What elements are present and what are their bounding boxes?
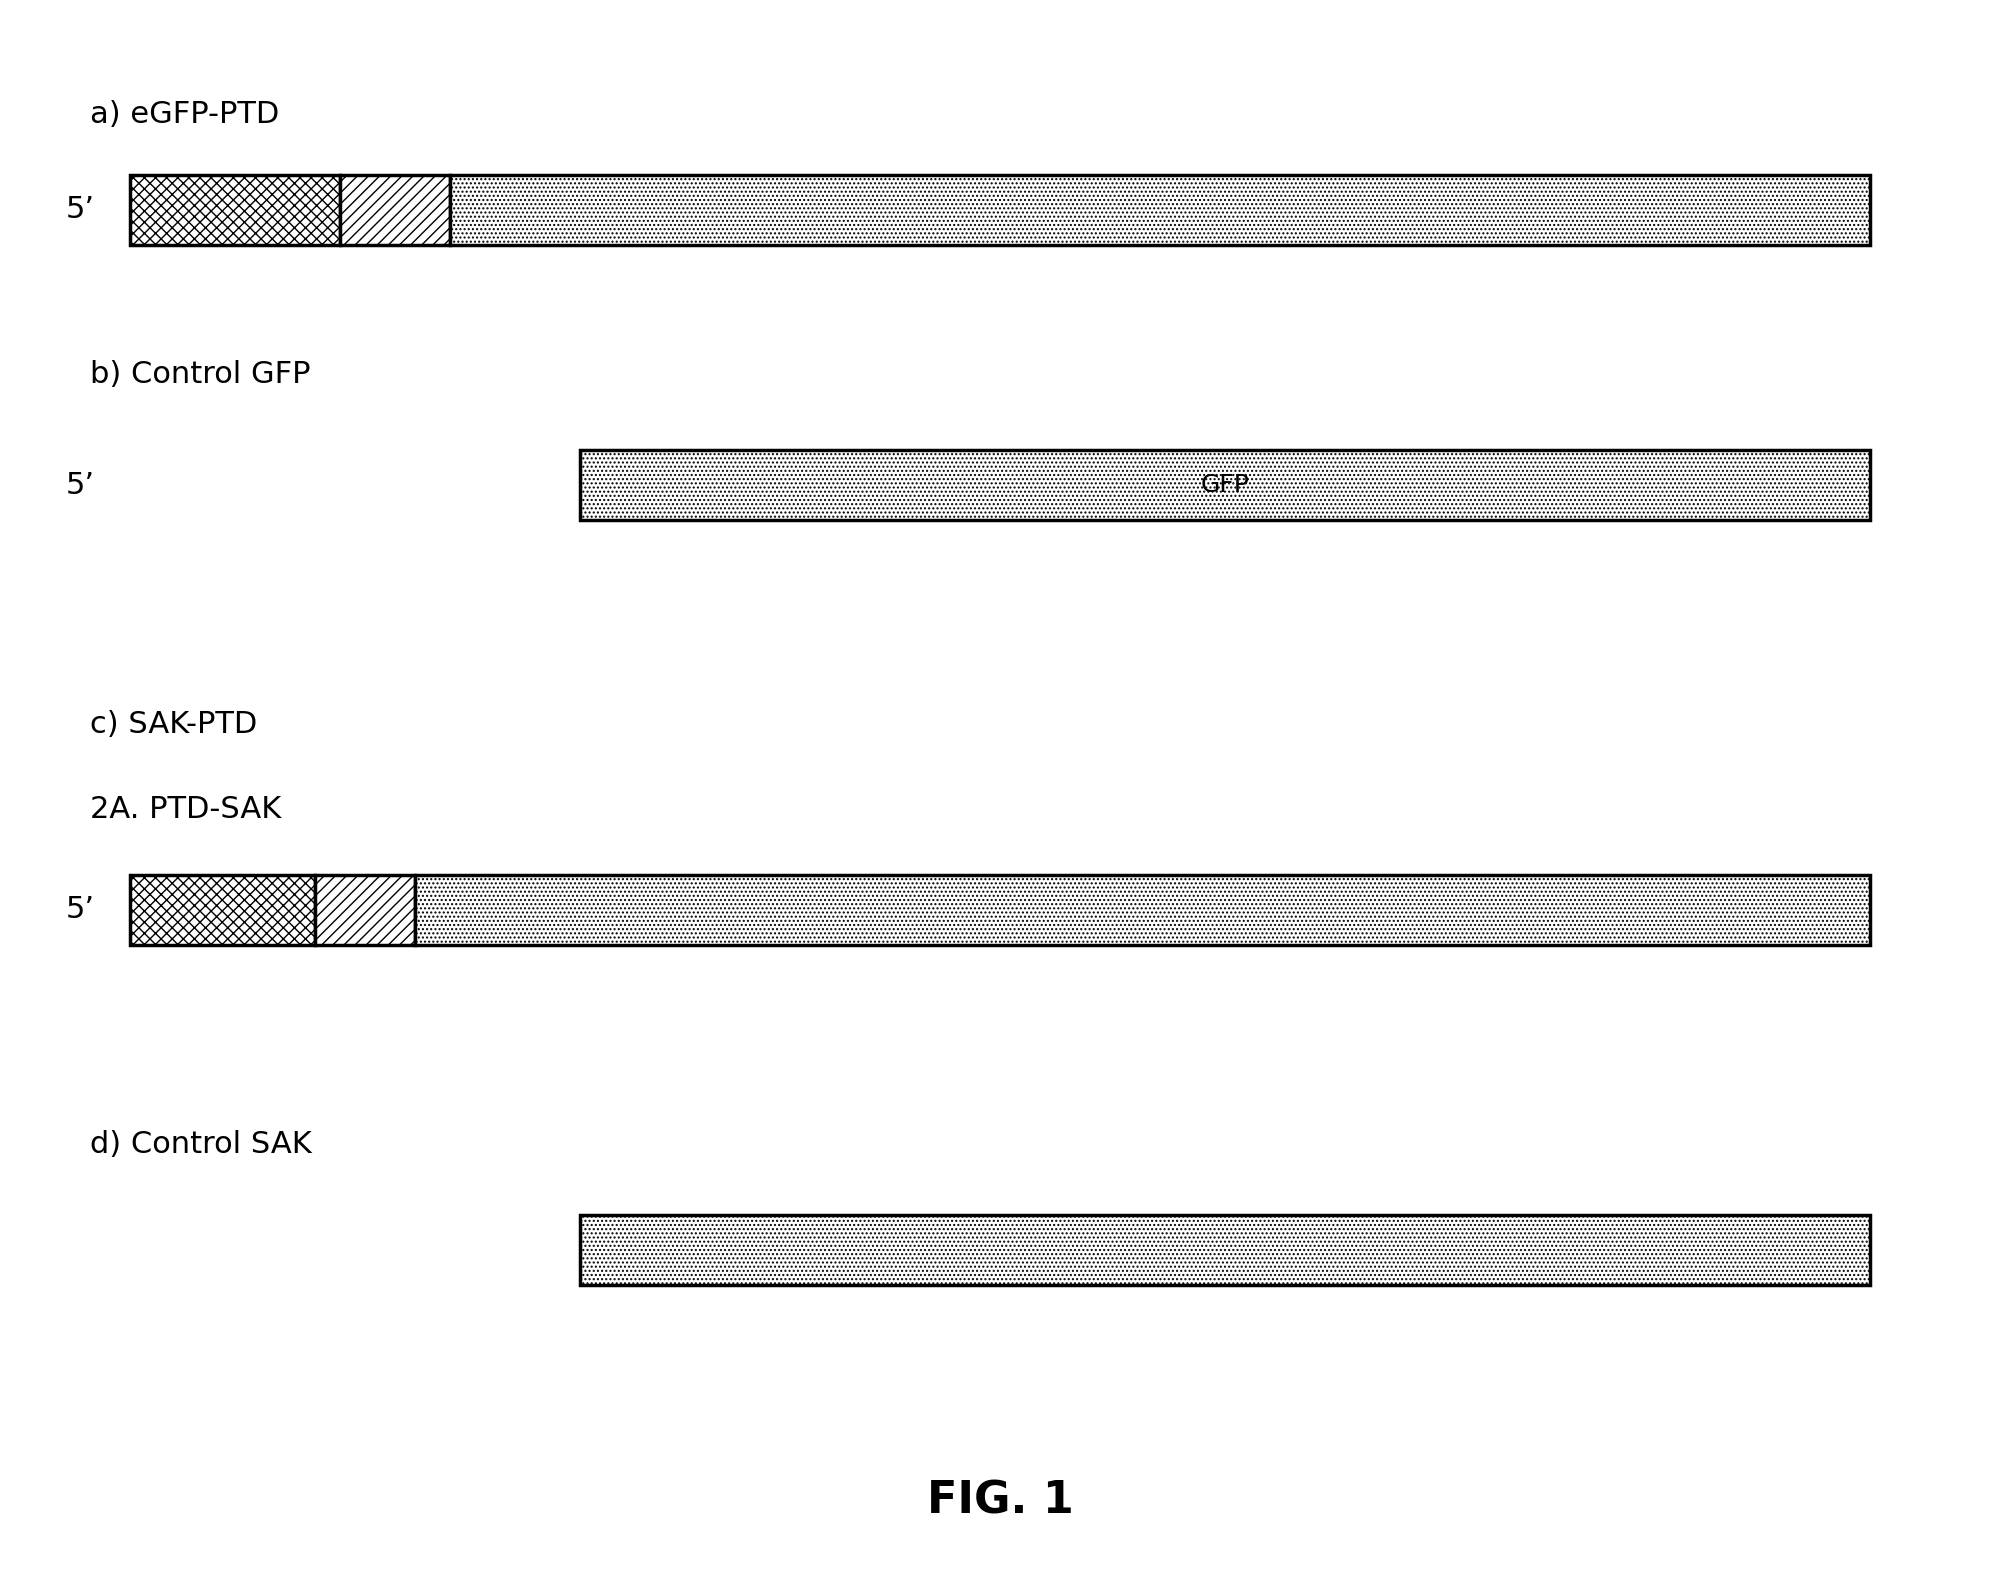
Bar — [580, 1215, 1870, 1284]
Bar — [580, 451, 1870, 520]
Text: 2A. PTD-SAK: 2A. PTD-SAK — [90, 794, 282, 824]
Text: 5’: 5’ — [66, 895, 96, 925]
Bar — [130, 874, 316, 945]
Bar — [416, 874, 1870, 945]
Bar — [316, 874, 416, 945]
Text: a) eGFP-PTD: a) eGFP-PTD — [90, 100, 280, 129]
Text: GFP: GFP — [1200, 473, 1250, 498]
Text: b) Control GFP: b) Control GFP — [90, 360, 310, 389]
Text: c) SAK-PTD: c) SAK-PTD — [90, 710, 258, 739]
Text: d) Control SAK: d) Control SAK — [90, 1130, 312, 1159]
Text: 5’: 5’ — [66, 471, 96, 499]
Text: FIG. 1: FIG. 1 — [926, 1481, 1074, 1523]
Bar — [450, 174, 1870, 245]
Bar — [340, 174, 450, 245]
Bar — [130, 174, 340, 245]
Text: 5’: 5’ — [66, 196, 96, 225]
